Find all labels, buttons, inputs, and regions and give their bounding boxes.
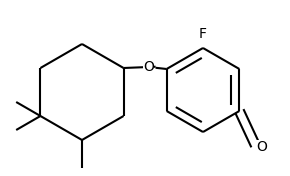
Text: O: O	[256, 140, 267, 154]
Text: O: O	[143, 60, 154, 74]
Text: F: F	[199, 27, 207, 41]
